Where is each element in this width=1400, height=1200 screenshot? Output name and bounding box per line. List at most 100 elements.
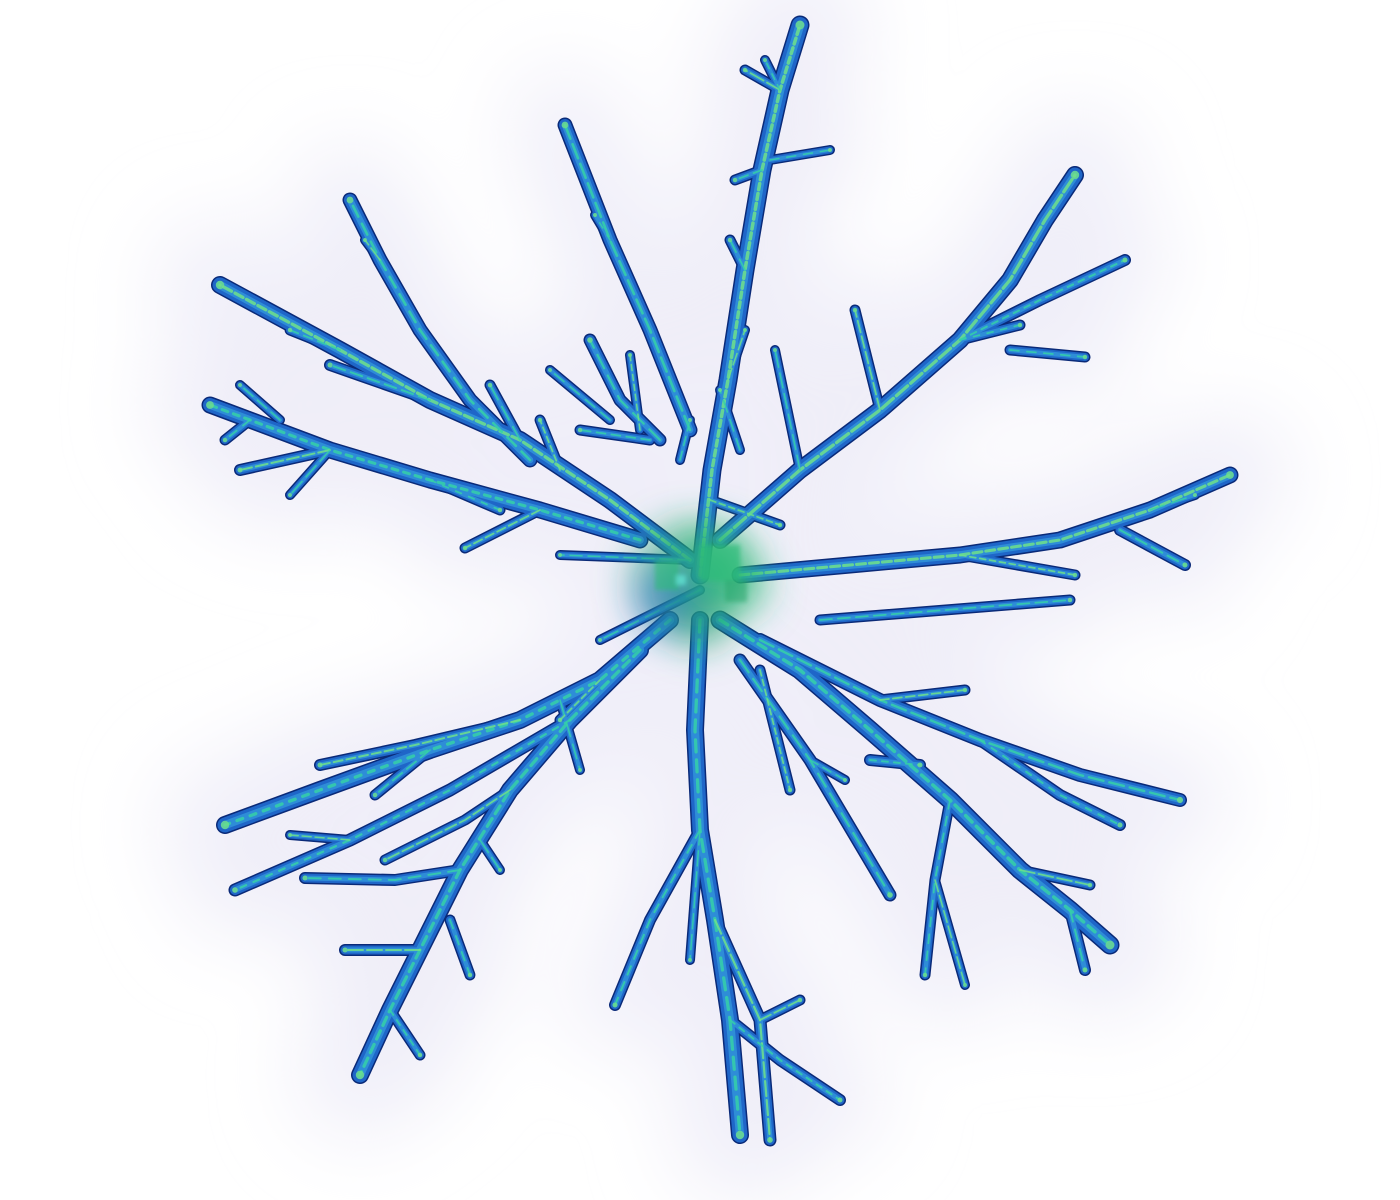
dendrite-tip (628, 353, 632, 357)
dendrite-highlight (304, 869, 461, 881)
dendrite-tip (1082, 354, 1088, 360)
dendrite-tip (743, 328, 747, 332)
dendrite-tip (288, 833, 292, 837)
dendrite-tip (578, 768, 582, 772)
dendrite-highlight (389, 1009, 421, 1056)
dendrite-highlight (959, 554, 1076, 576)
dendrite-highlight (588, 338, 662, 442)
dendrite-highlight (224, 419, 251, 441)
dendrite-highlight (734, 169, 763, 181)
dendrite-highlight (869, 759, 921, 766)
dendrite-tip (548, 368, 552, 372)
dendrite-highlight (479, 839, 501, 871)
dendrite-highlight (959, 324, 1021, 341)
dendrite-tip (917, 762, 923, 768)
dendrite-tip (1082, 967, 1088, 973)
dendrite-highlight (208, 403, 642, 542)
soma-patch (655, 560, 679, 590)
dendrite-tip (346, 196, 354, 204)
dendrite-tip (688, 418, 692, 422)
dendrite-tip (963, 983, 967, 987)
dendrite-highlight (1149, 494, 1196, 511)
dendrite-highlight (759, 669, 791, 791)
dendrite-highlight (689, 829, 701, 961)
dendrite-tip (742, 67, 748, 73)
dendrite-highlight (594, 214, 611, 241)
dendrite-highlight (579, 429, 651, 441)
dendrite-tip (718, 388, 722, 392)
dendrite-tip (317, 762, 323, 768)
dendrite-highlight (729, 1019, 841, 1101)
dendrite-tip (537, 417, 543, 423)
dendrite-tip (462, 545, 468, 551)
dendrite-highlight (348, 198, 532, 462)
dendrite-tip (1070, 170, 1080, 180)
dendrite-tip (612, 1002, 618, 1008)
dendrite-highlight (744, 69, 781, 91)
dendrite-highlight (449, 919, 471, 976)
dendrite-tip (1017, 322, 1023, 328)
dendrite-highlight (1119, 529, 1186, 566)
dendrite-highlight (719, 389, 741, 451)
dendrite-highlight (374, 749, 431, 796)
dendrite-tip (688, 958, 692, 962)
dendrite-highlight (729, 239, 746, 271)
dendrite-highlight (223, 618, 672, 827)
dendrite-highlight (1069, 909, 1086, 971)
dendrite-highlight (539, 419, 561, 471)
soma-patch (700, 545, 740, 581)
dendrite-highlight (709, 499, 781, 526)
dendrite-tip (732, 177, 738, 183)
dendrite-tip (342, 947, 348, 953)
dendrite-tip (1072, 572, 1078, 578)
dendrite-highlight (289, 329, 341, 351)
dendrite-highlight (233, 718, 572, 892)
dendrite-tip (1182, 562, 1188, 568)
dendrite-tip (1122, 257, 1128, 263)
dendrite-tip (288, 493, 292, 497)
dendrite-highlight (329, 364, 431, 401)
dendrite-highlight (819, 599, 1071, 621)
dendrite-tip (593, 213, 597, 217)
dendrite-tip (287, 327, 293, 333)
dendrite-tip (1117, 822, 1123, 828)
dendrite-tip (763, 58, 767, 62)
dendrite-highlight (774, 349, 801, 471)
soma-blob (670, 590, 730, 650)
dendrite-highlight (959, 259, 1126, 341)
dendrite-tip (372, 792, 378, 798)
dendrite-highlight (1019, 869, 1091, 886)
dendrite-tip (222, 437, 228, 443)
dendrite-highlight (563, 123, 692, 432)
dendrite-tip (417, 1052, 423, 1058)
dendrite-highlight (769, 149, 831, 161)
dendrite-highlight (979, 739, 1121, 826)
soma-patch (725, 580, 747, 602)
dendrite-highlight (924, 799, 951, 976)
dendrite-highlight (679, 419, 691, 461)
dendrite-tip (1067, 597, 1073, 603)
dendrite-highlight (559, 679, 601, 721)
dendrite-tip (797, 997, 803, 1003)
dendrite-highlight (384, 789, 511, 861)
dendrite-tip (837, 1097, 843, 1103)
dendrite-tip (237, 467, 243, 473)
dendrite-highlight (239, 449, 331, 471)
soma-patch (676, 575, 686, 585)
cell-body (630, 520, 770, 650)
dendrite-highlight (879, 689, 966, 701)
dendrite-highlights (206, 20, 1234, 1143)
dendrite-tip (238, 383, 242, 387)
dendrite-highlight (614, 829, 701, 1006)
dendrite-tip (1226, 471, 1234, 479)
dendrite-tip (773, 348, 777, 352)
dendrite-tip (795, 20, 805, 30)
dendrite-tip (498, 868, 502, 872)
dendrite-highlight (218, 283, 692, 562)
dendrite-tip (302, 875, 308, 881)
dendrite-tip (922, 972, 928, 978)
dendrite-tip (558, 553, 562, 557)
dendrite-tip (828, 148, 832, 152)
